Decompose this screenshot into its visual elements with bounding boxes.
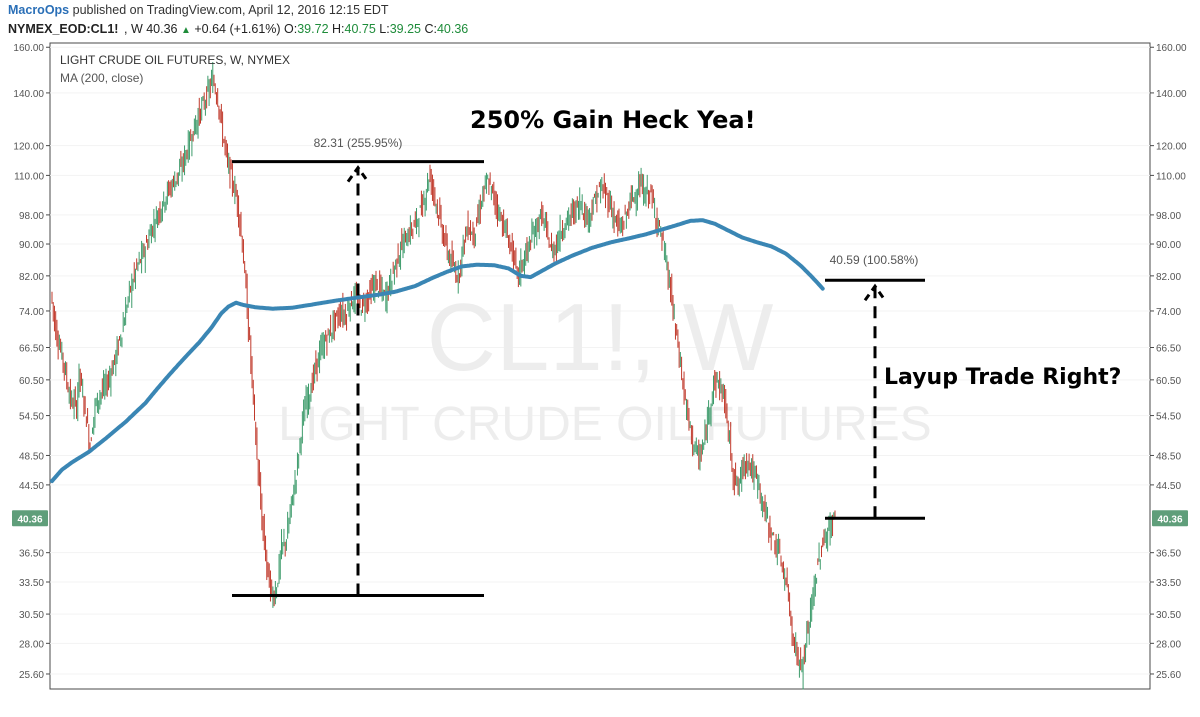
measure-2-arrowhead (863, 283, 887, 302)
tick-label-right: 36.50 (1156, 549, 1181, 560)
tick-label-left: 74.00 (19, 307, 44, 318)
tick-label-right: 54.50 (1156, 412, 1181, 423)
close-label: C: (424, 22, 437, 36)
last-price-tag-right (1152, 510, 1188, 527)
tick-label-left: 36.50 (19, 549, 44, 560)
tick-label-left: 66.50 (19, 344, 44, 355)
plot-frame (49, 42, 1151, 690)
tick-label-left: 82.00 (19, 272, 44, 283)
symbol-label: NYMEX_EOD:CL1! (8, 22, 119, 36)
headline-gain: 250% Gain Heck Yea! (470, 106, 756, 134)
last-price-label-left: 40.36 (17, 514, 42, 525)
tick-label-right: 48.50 (1156, 451, 1181, 462)
low-value: 39.25 (389, 22, 421, 36)
measure-1-arrowhead (346, 165, 370, 183)
publish-bar: MacroOps published on TradingView.com, A… (0, 0, 1200, 20)
tick-label-right: 28.00 (1156, 639, 1181, 650)
interval-price: , W 40.36 (124, 22, 178, 36)
last-price-tag-left (12, 510, 48, 527)
tick-label-right: 90.00 (1156, 240, 1181, 251)
tick-label-left: 120.00 (13, 142, 44, 153)
high-label: H: (332, 22, 345, 36)
tick-label-right: 60.50 (1156, 376, 1181, 387)
measure-label-2: 40.59 (100.58%) (830, 253, 919, 267)
watermark-name: LIGHT CRUDE OIL FUTURES (278, 398, 931, 451)
indicator-label: MA (200, close) (60, 71, 143, 85)
low-label: L: (379, 22, 390, 36)
tick-label-left: 48.50 (19, 451, 44, 462)
tick-label-left: 140.00 (13, 89, 44, 100)
measure-label-1: 82.31 (255.95%) (314, 136, 403, 150)
quote-bar: NYMEX_EOD:CL1! , W 40.36 ▲ +0.64 (+1.61%… (0, 20, 1200, 40)
published-text: published on TradingView.com, April 12, … (72, 3, 389, 17)
headline-layup: Layup Trade Right? (884, 365, 1121, 390)
open-value: 39.72 (297, 22, 329, 36)
tick-label-left: 28.00 (19, 639, 44, 650)
tick-label-left: 54.50 (19, 412, 44, 423)
publish-info: MacroOps published on TradingView.com, A… (8, 3, 389, 17)
quote-values: , W 40.36 ▲ +0.64 (+1.61%) O:39.72 H:40.… (124, 22, 468, 36)
tick-label-right: 33.50 (1156, 578, 1181, 589)
tick-label-left: 44.50 (19, 481, 44, 492)
tick-label-right: 98.00 (1156, 211, 1181, 222)
tick-label-right: 44.50 (1156, 481, 1181, 492)
last-price-label-right: 40.36 (1157, 514, 1182, 525)
tick-label-right: 30.50 (1156, 610, 1181, 621)
tick-label-right: 74.00 (1156, 307, 1181, 318)
close-value: 40.36 (436, 22, 469, 36)
open-label: O: (284, 22, 298, 36)
high-value: 40.75 (344, 22, 376, 36)
tick-label-left: 160.00 (13, 43, 44, 54)
tick-label-right: 66.50 (1156, 344, 1181, 355)
tick-label-left: 30.50 (19, 610, 44, 621)
tick-label-left: 110.00 (14, 171, 44, 182)
tick-label-right: 160.00 (1156, 43, 1187, 54)
price-chart[interactable]: CL1!, W LIGHT CRUDE OIL FUTURES 160.00 14… (0, 40, 1200, 717)
watermark-symbol: CL1!, W (427, 284, 774, 391)
publisher-name[interactable]: MacroOps (8, 3, 70, 17)
tick-label-right: 110.00 (1156, 171, 1186, 182)
chart-title: LIGHT CRUDE OIL FUTURES, W, NYMEX (60, 53, 290, 67)
tick-label-right: 82.00 (1156, 272, 1181, 283)
tick-label-left: 33.50 (19, 578, 44, 589)
price-change: +0.64 (+1.61%) (194, 22, 281, 36)
tick-label-right: 25.60 (1156, 670, 1181, 681)
tick-label-right: 140.00 (1156, 89, 1187, 100)
moving-average-line (50, 218, 825, 484)
tick-label-left: 90.00 (19, 240, 44, 251)
tick-label-left: 98.00 (19, 211, 44, 222)
up-arrow-icon: ▲ (180, 25, 191, 36)
tick-label-left: 60.50 (19, 376, 44, 387)
tick-label-right: 120.00 (1156, 142, 1187, 153)
tick-label-left: 25.60 (19, 670, 44, 681)
